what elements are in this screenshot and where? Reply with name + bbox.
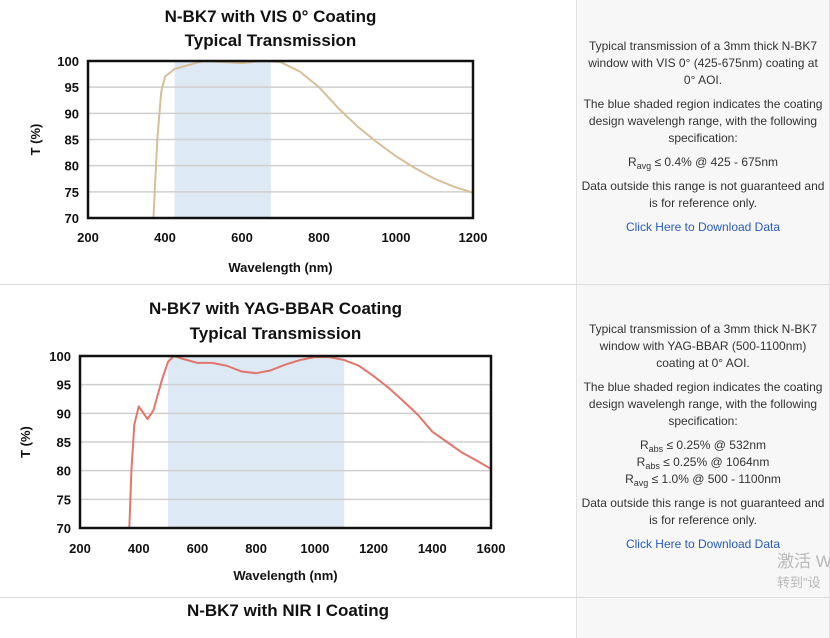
x-axis-label: Wavelength (nm) xyxy=(233,568,337,583)
spec-line: Rabs ≤ 0.25% @ 1064nm xyxy=(636,455,770,471)
disclaimer: Data outside this range is not guarantee… xyxy=(581,179,825,210)
y-tick-label: 80 xyxy=(57,464,71,479)
yag-bbar-transmission-chart: N-BK7 with YAG-BBAR Coating Typical Trans… xyxy=(18,299,506,583)
spec-line: Ravg ≤ 0.4% @ 425 - 675nm xyxy=(627,155,779,171)
description-text: Typical transmission of a 3mm thick N-BK… xyxy=(588,322,818,370)
x-tick-label: 200 xyxy=(77,230,99,245)
chart-title: Typical Transmission xyxy=(185,31,357,50)
windows-activation-watermark-sub: 转到"设 xyxy=(777,575,821,590)
description-cell: Typical transmission of a 3mm thick N-BK… xyxy=(576,285,830,597)
chart-title: Typical Transmission xyxy=(190,324,362,343)
y-tick-label: 100 xyxy=(49,349,71,364)
spec-list: Rabs ≤ 0.25% @ 532nm Rabs ≤ 0.25% @ 1064… xyxy=(581,437,825,488)
y-tick-label: 95 xyxy=(57,378,71,393)
x-tick-label: 1200 xyxy=(459,230,488,245)
chart-title: N-BK7 with YAG-BBAR Coating xyxy=(149,299,402,318)
y-tick-label: 75 xyxy=(65,185,79,200)
description-cell xyxy=(576,598,830,638)
chart-title: N-BK7 with VIS 0° Coating xyxy=(165,7,377,26)
x-tick-label: 600 xyxy=(187,541,209,556)
plot-frame xyxy=(86,59,475,220)
spec-row-vis: N-BK7 with VIS 0° Coating Typical Transmi… xyxy=(0,0,830,285)
x-tick-label: 800 xyxy=(245,541,267,556)
y-axis-label: T (%) xyxy=(18,426,33,458)
vis-transmission-chart: N-BK7 with VIS 0° Coating Typical Transmi… xyxy=(28,7,488,275)
y-tick-label: 95 xyxy=(65,80,79,95)
x-tick-label: 400 xyxy=(154,230,176,245)
download-data-link[interactable]: Click Here to Download Data xyxy=(625,220,781,234)
x-tick-label: 1000 xyxy=(382,230,411,245)
y-tick-label: 85 xyxy=(65,133,79,148)
y-tick-label: 85 xyxy=(57,435,71,450)
x-tick-label: 400 xyxy=(128,541,150,556)
x-tick-label: 600 xyxy=(231,230,253,245)
y-tick-label: 75 xyxy=(57,492,71,507)
disclaimer: Data outside this range is not guarantee… xyxy=(581,496,825,527)
description-text: Typical transmission of a 3mm thick N-BK… xyxy=(588,39,818,87)
windows-activation-watermark: 激活 W xyxy=(777,552,830,571)
plot-frame xyxy=(78,354,493,530)
y-tick-label: 90 xyxy=(65,106,79,121)
x-tick-label: 800 xyxy=(308,230,330,245)
shaded-note: The blue shaded region indicates the coa… xyxy=(583,97,823,145)
y-tick-label: 70 xyxy=(65,211,79,226)
x-tick-label: 1400 xyxy=(418,541,447,556)
y-tick-label: 100 xyxy=(57,54,79,69)
spec-line: Rabs ≤ 0.25% @ 532nm xyxy=(639,438,767,454)
spec-row-yag-bbar: N-BK7 with YAG-BBAR Coating Typical Trans… xyxy=(0,285,830,598)
chart-cell: N-BK7 with VIS 0° Coating Typical Transmi… xyxy=(0,0,576,284)
download-data-link[interactable]: Click Here to Download Data xyxy=(625,537,781,551)
x-tick-label: 1000 xyxy=(300,541,329,556)
spec-line: Ravg ≤ 1.0% @ 500 - 1100nm xyxy=(625,472,781,488)
x-tick-label: 200 xyxy=(69,541,91,556)
chart-title: N-BK7 with NIR I Coating xyxy=(186,601,390,620)
y-axis-label: T (%) xyxy=(28,124,43,156)
chart-cell: N-BK7 with YAG-BBAR Coating Typical Trans… xyxy=(0,285,576,597)
x-tick-label: 1600 xyxy=(477,541,506,556)
y-tick-label: 70 xyxy=(57,521,71,536)
shaded-note: The blue shaded region indicates the coa… xyxy=(583,380,823,428)
spec-row-nir: N-BK7 with NIR I Coating xyxy=(0,598,830,638)
spec-list: Ravg ≤ 0.4% @ 425 - 675nm xyxy=(581,154,825,171)
y-tick-label: 80 xyxy=(65,159,79,174)
description-cell: Typical transmission of a 3mm thick N-BK… xyxy=(576,0,830,284)
x-axis-label: Wavelength (nm) xyxy=(228,260,332,275)
transmission-curve xyxy=(128,355,492,529)
x-tick-label: 1200 xyxy=(359,541,388,556)
chart-cell: N-BK7 with NIR I Coating xyxy=(0,598,576,638)
y-tick-label: 90 xyxy=(57,406,71,421)
